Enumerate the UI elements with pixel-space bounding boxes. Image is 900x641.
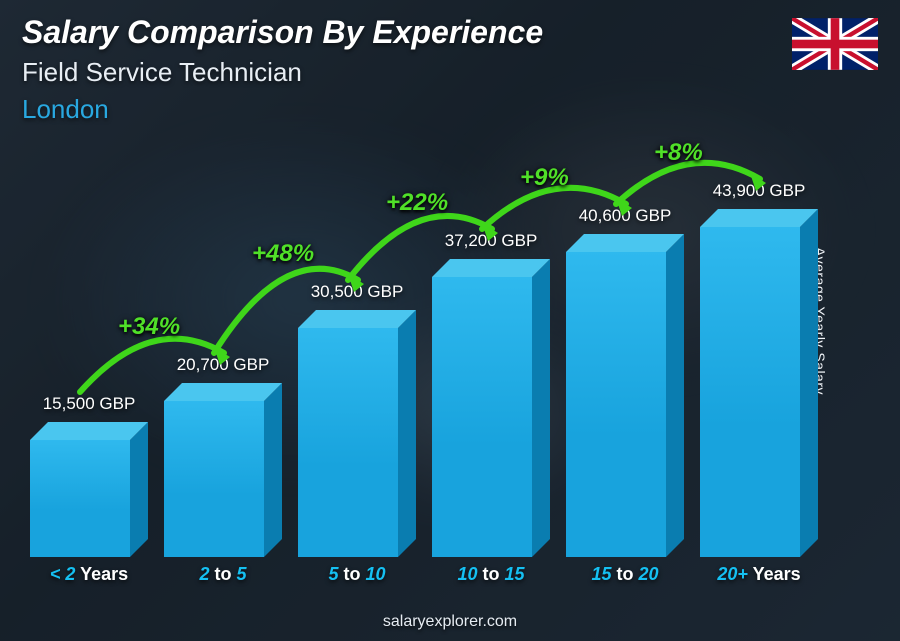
- bar-front: [566, 252, 666, 557]
- bar-value-label: 40,600 GBP: [566, 206, 684, 226]
- increase-pct-label: +9%: [520, 164, 569, 192]
- x-axis-label: 20+ Years: [700, 564, 818, 585]
- bar-value-label: 20,700 GBP: [164, 355, 282, 375]
- bar-value-label: 43,900 GBP: [700, 181, 818, 201]
- uk-flag-icon: [792, 18, 878, 70]
- increase-pct-label: +34%: [118, 313, 180, 341]
- footer-credit: salaryexplorer.com: [0, 613, 900, 631]
- bar-top: [30, 422, 148, 440]
- bar: [566, 252, 684, 557]
- bar: [432, 277, 550, 557]
- bar-side: [130, 422, 148, 557]
- header: Salary Comparison By Experience Field Se…: [22, 14, 543, 125]
- increase-pct-label: +48%: [252, 240, 314, 268]
- bar: [30, 440, 148, 557]
- bar-side: [398, 310, 416, 557]
- bar-front: [298, 328, 398, 557]
- bar-value-label: 37,200 GBP: [432, 231, 550, 251]
- bar-top: [432, 259, 550, 277]
- chart-subtitle: Field Service Technician: [22, 57, 543, 88]
- x-axis-label: < 2 Years: [30, 564, 148, 585]
- bar-top: [298, 310, 416, 328]
- x-axis-label: 10 to 15: [432, 564, 550, 585]
- bar-side: [532, 259, 550, 557]
- increase-pct-label: +22%: [386, 189, 448, 217]
- bar-top: [700, 209, 818, 227]
- bar-side: [800, 209, 818, 557]
- increase-pct-label: +8%: [654, 139, 703, 167]
- chart-title: Salary Comparison By Experience: [22, 14, 543, 51]
- x-axis-label: 5 to 10: [298, 564, 416, 585]
- bar-front: [700, 227, 800, 557]
- bar-value-label: 30,500 GBP: [298, 282, 416, 302]
- chart-location: London: [22, 94, 543, 125]
- bar: [700, 227, 818, 557]
- infographic-stage: Salary Comparison By Experience Field Se…: [0, 0, 900, 641]
- bar-chart: 15,500 GBP < 2 Years 20,700 GBP 2 to 5 30,50…: [30, 140, 850, 585]
- bar-top: [164, 383, 282, 401]
- x-axis-label: 15 to 20: [566, 564, 684, 585]
- bar-front: [164, 401, 264, 557]
- bar-side: [666, 234, 684, 557]
- bar: [298, 328, 416, 557]
- bar-front: [432, 277, 532, 557]
- bar-front: [30, 440, 130, 557]
- bar-value-label: 15,500 GBP: [30, 394, 148, 414]
- bar-top: [566, 234, 684, 252]
- bar: [164, 401, 282, 557]
- bar-side: [264, 383, 282, 557]
- x-axis-label: 2 to 5: [164, 564, 282, 585]
